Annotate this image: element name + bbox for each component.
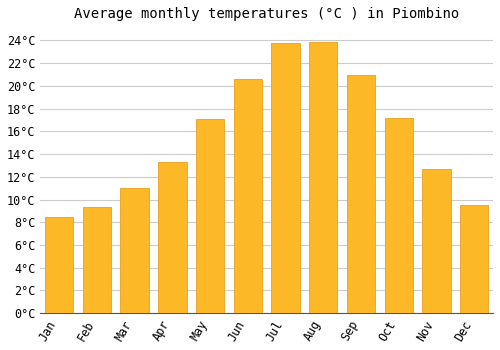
Bar <box>120 188 149 313</box>
Bar <box>384 118 413 313</box>
Title: Average monthly temperatures (°C ) in Piombino: Average monthly temperatures (°C ) in Pi… <box>74 7 460 21</box>
Bar <box>347 75 375 313</box>
Bar <box>272 43 299 313</box>
Bar <box>422 169 450 313</box>
Bar <box>158 162 186 313</box>
Bar <box>309 42 338 313</box>
Bar <box>196 119 224 313</box>
Bar <box>234 79 262 313</box>
Bar <box>460 205 488 313</box>
Bar <box>45 217 74 313</box>
Bar <box>83 208 111 313</box>
